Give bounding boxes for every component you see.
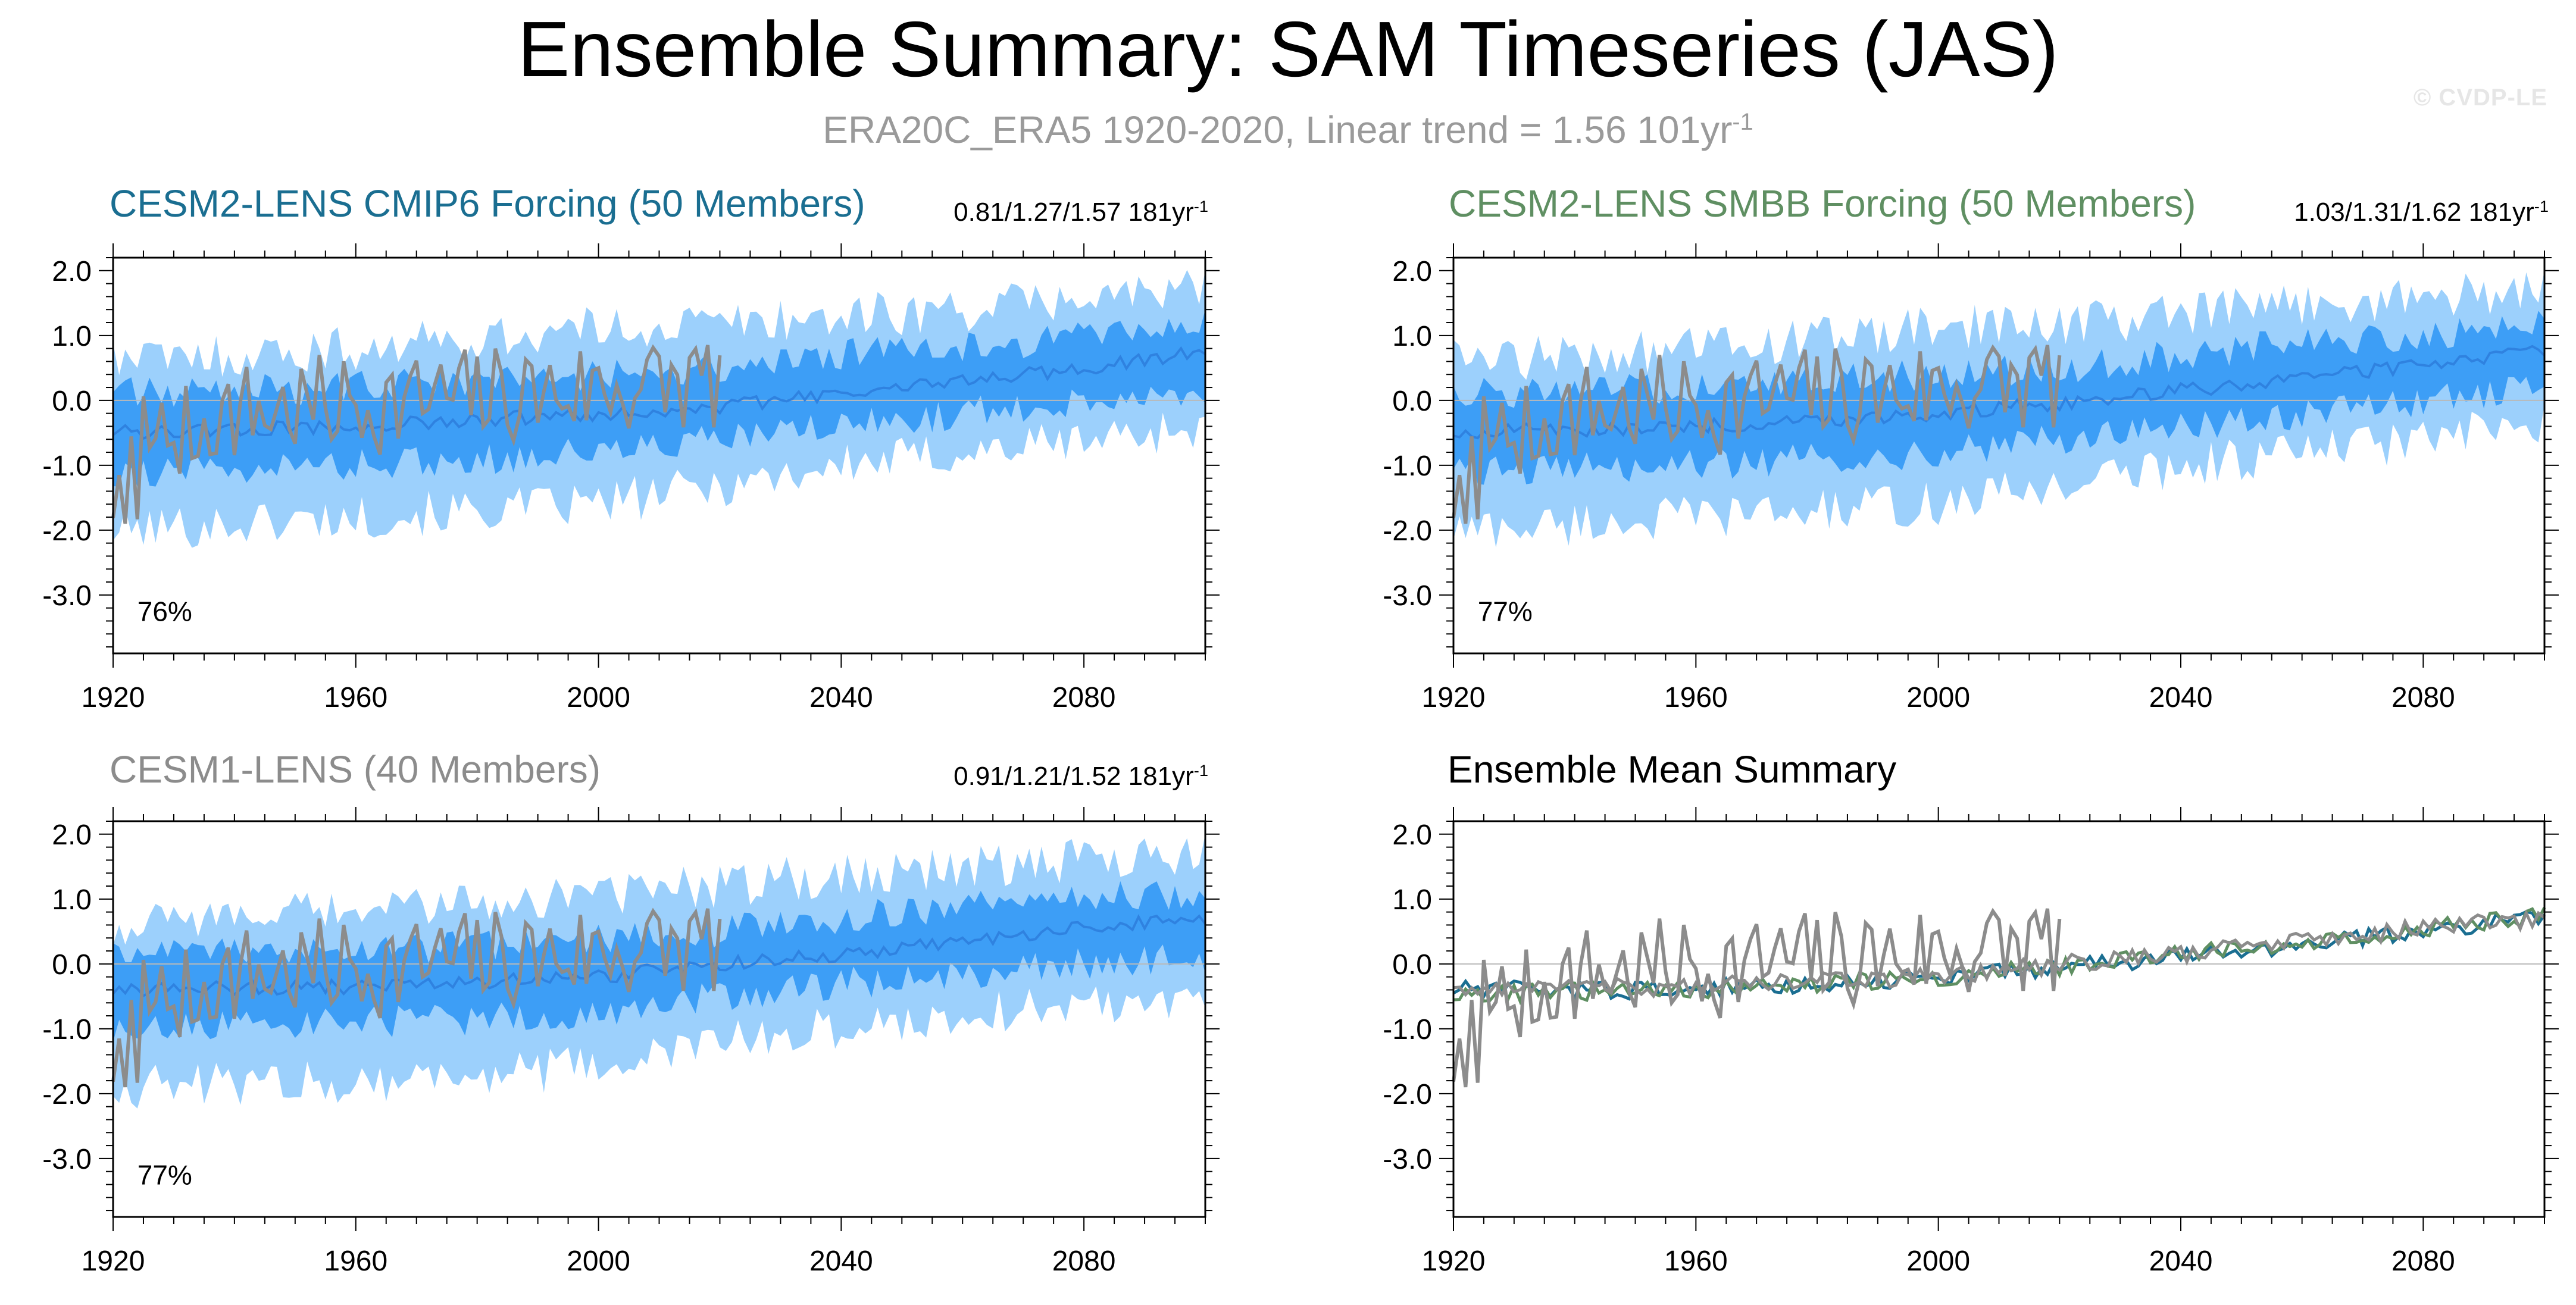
inner-spread-band: [1453, 311, 2544, 485]
y-tick-label: 1.0: [52, 884, 92, 916]
panel-trend-cmip6: 0.81/1.27/1.57 181yr-1: [792, 190, 1208, 229]
x-tick-label: 1960: [1664, 1245, 1728, 1277]
x-tick-label: 2040: [809, 1245, 873, 1277]
panel-title-cesm1: CESM1-LENS (40 Members): [110, 748, 601, 791]
y-tick-label: 0.0: [1392, 949, 1432, 981]
x-tick-label: 1960: [324, 682, 387, 713]
observed-line: [1452, 907, 2062, 1088]
x-tick-label: 2000: [1906, 1245, 1970, 1277]
y-tick-label: -1.0: [42, 450, 92, 482]
y-tick-label: 1.0: [1392, 884, 1432, 916]
y-tick-label: -3.0: [1383, 1144, 1432, 1175]
observed-line: [111, 344, 722, 524]
y-tick-label: 0.0: [52, 949, 92, 981]
panel-trend-smbb: 1.03/1.31/1.62 181yr-1: [2132, 190, 2549, 229]
x-tick-label: 2080: [2391, 1245, 2455, 1277]
y-tick-label: -2.0: [1383, 1079, 1432, 1110]
panel-title-ensemble-mean: Ensemble Mean Summary: [1448, 748, 1897, 791]
x-tick-label: 2080: [1052, 682, 1116, 713]
trend-exponent: -1: [1193, 761, 1208, 780]
chart-panel-4: 1920 1960 2000 2040 2080 2.0 1.0 0.0 -1.0 -2.0 -3.…: [1383, 807, 2559, 1277]
y-tick-label: 2.0: [1392, 256, 1432, 287]
page-title: Ensemble Summary: SAM Timeseries (JAS): [517, 5, 2059, 93]
inner-spread-band: [113, 309, 1205, 487]
x-tick-label: 2000: [1906, 682, 1970, 713]
y-tick-label: -3.0: [1383, 580, 1432, 612]
panel-trend-cesm1: 0.91/1.21/1.52 181yr-1: [792, 755, 1208, 793]
y-tick-label: -3.0: [42, 580, 92, 612]
y-tick-label: -1.0: [1383, 1014, 1432, 1046]
y-tick-label: 2.0: [52, 256, 92, 287]
x-tick-label: 2080: [1052, 1245, 1116, 1277]
x-tick-label: 1960: [1664, 682, 1728, 713]
x-tick-label: 2040: [809, 682, 873, 713]
x-tick-label: 1920: [82, 682, 145, 713]
subtitle-exponent: -1: [1732, 109, 1753, 135]
y-tick-label: 1.0: [52, 321, 92, 352]
x-tick-label: 2000: [567, 682, 630, 713]
y-tick-label: 0.0: [1392, 386, 1432, 417]
trend-text: 0.91/1.21/1.52 181yr: [954, 762, 1194, 791]
y-tick-label: -2.0: [42, 1079, 92, 1110]
trend-text: 1.03/1.31/1.62 181yr: [2294, 198, 2534, 227]
plot-frame: [1452, 820, 2546, 1218]
watermark: © CVDP-LE: [2413, 85, 2547, 111]
panel-title-cmip6: CESM2-LENS CMIP6 Forcing (50 Members): [110, 182, 865, 225]
ensemble-mean-line: [112, 914, 1206, 997]
y-tick-label: 1.0: [1392, 321, 1432, 352]
x-tick-label: 1920: [82, 1245, 145, 1277]
trend-text: 0.81/1.27/1.57 181yr: [954, 198, 1194, 227]
ensemble-mean-series-1: [1452, 910, 2546, 1002]
chart-panel-2: 1920 1960 2000 2040 2080 2.0 1.0 0.0 -1.0 -2.0 -3.…: [1383, 243, 2559, 713]
x-tick-label: 2000: [567, 1245, 630, 1277]
trend-exponent: -1: [2534, 197, 2549, 215]
observed-line: [1452, 344, 2062, 524]
x-tick-label: 1920: [1422, 1245, 1486, 1277]
y-tick-label: -1.0: [1383, 450, 1432, 482]
trend-exponent: -1: [1193, 197, 1208, 215]
observed-line: [111, 907, 722, 1088]
y-tick-label: -2.0: [42, 515, 92, 547]
y-tick-label: 0.0: [52, 386, 92, 417]
page-subtitle: ERA20C_ERA5 1920-2020, Linear trend = 1.…: [0, 98, 2576, 154]
y-tick-label: -1.0: [42, 1014, 92, 1046]
y-tick-label: 2.0: [1392, 819, 1432, 851]
x-tick-label: 2040: [2149, 1245, 2213, 1277]
y-tick-label: -2.0: [1383, 515, 1432, 547]
x-tick-label: 2080: [2391, 682, 2455, 713]
y-tick-label: 2.0: [52, 819, 92, 851]
x-tick-label: 1960: [324, 1245, 387, 1277]
percent-annotation: 77%: [1478, 596, 1533, 627]
percent-annotation: 76%: [137, 596, 192, 627]
inner-spread-band: [113, 881, 1205, 1042]
x-tick-label: 2040: [2149, 682, 2213, 713]
percent-annotation: 77%: [137, 1159, 192, 1190]
chart-panel-1: 1920 1960 2000 2040 2080 2.0 1.0 0.0 -1.0 -2.0 -3.…: [42, 243, 1220, 713]
chart-panel-3: 1920 1960 2000 2040 2080 2.0 1.0 0.0 -1.0 -2.0 -3.…: [42, 807, 1220, 1277]
panel-title-smbb: CESM2-LENS SMBB Forcing (50 Members): [1449, 182, 2196, 225]
subtitle-text: ERA20C_ERA5 1920-2020, Linear trend = 1.…: [823, 108, 1733, 151]
y-tick-label: -3.0: [42, 1144, 92, 1175]
x-tick-label: 1920: [1422, 682, 1486, 713]
